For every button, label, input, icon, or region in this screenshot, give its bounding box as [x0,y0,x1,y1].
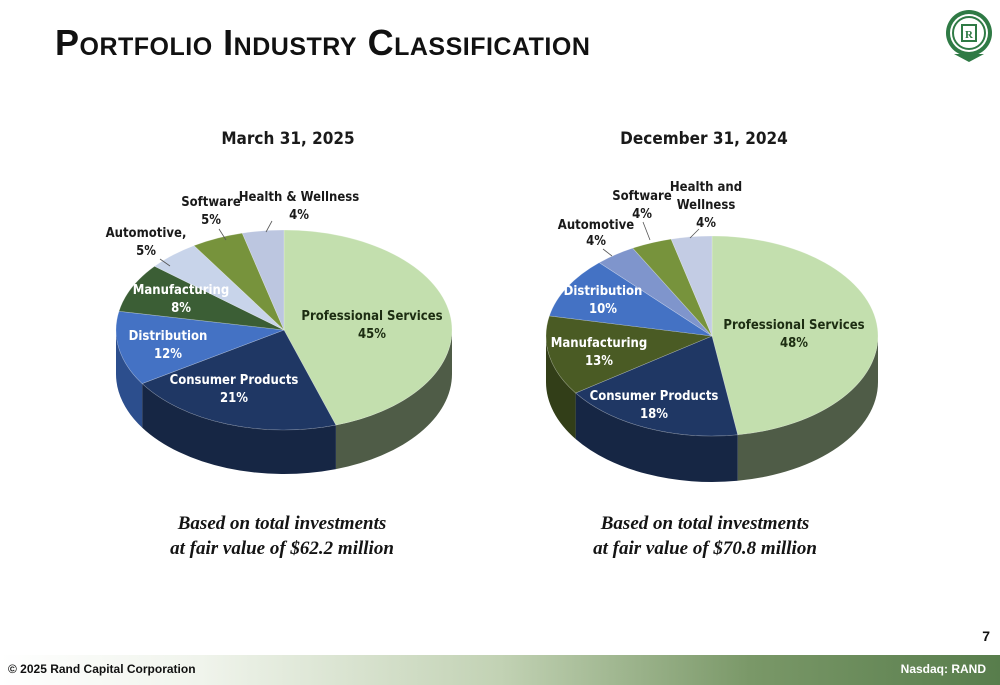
slice-percent: 8% [171,301,191,316]
pie-slice-consumer-products [141,329,337,431]
pie-side-consumer-products [142,383,336,474]
slice-label: Automotive [558,218,634,233]
pie-slice-software [632,238,713,337]
label-leader-line [159,258,171,267]
slice-label: Consumer Products [590,389,719,404]
pie-slice-professional-services [711,235,879,436]
pie-slice-professional-services [283,229,453,426]
slice-label: Wellness [677,198,736,213]
slice-percent: 4% [632,207,652,222]
caption-line-1: Based on total investments [600,513,810,534]
label-leader-line [642,221,651,241]
pie-side-distribution [116,330,143,428]
chart-title: December 31, 2024 [620,129,788,149]
pie-slice-manufacturing [545,315,714,394]
pie-slices [545,235,879,437]
slice-label: Software [181,195,241,210]
pie-side-professional-services [335,330,452,470]
slice-percent: 4% [586,234,606,249]
pie-slice-automotive [153,245,285,331]
slice-percent: 13% [585,354,613,369]
slice-percent: 18% [640,407,668,422]
slice-percent: 21% [220,391,248,406]
pie-slice-automotive [598,247,713,337]
copyright-text: © 2025 Rand Capital Corporation [8,662,196,676]
pie-side-walls [546,336,879,482]
caption-line-1: Based on total investments [177,513,387,534]
slice-label: Health & Wellness [239,190,359,205]
slice-label: Distribution [129,329,208,344]
caption-december-2024: Based on total investments at fair value… [535,511,875,561]
slice-label: Software [612,189,672,204]
slice-label: Automotive, [106,226,187,241]
pie-side-professional-services [737,336,879,481]
pie-chart-march-2025: March 31, 2025 Professional Services 45% Co… [106,129,453,474]
slice-percent: 5% [136,244,156,259]
slice-percent: 5% [201,213,221,228]
ticker-text: Nasdaq: RAND [900,662,986,676]
pie-slice-manufacturing [118,265,285,331]
slice-label: Consumer Products [170,373,299,388]
pie-chart-december-2024: December 31, 2024 Professional Services 48… [545,129,879,482]
footer-bar: © 2025 Rand Capital Corporation Nasdaq: … [0,655,1000,685]
pie-slice-distribution [548,262,713,337]
page-number: 7 [982,628,990,644]
label-leader-line [218,228,227,241]
company-logo: R [946,10,992,62]
slice-label: Professional Services [723,318,864,333]
caption-line-2: at fair value of $70.8 million [593,538,817,559]
pie-slice-health-wellness [241,229,285,331]
slice-percent: 45% [358,327,386,342]
pie-slice-consumer-products [575,335,739,437]
label-leader-line [265,220,273,233]
svg-text:R: R [965,29,974,41]
label-leader-line [602,248,613,257]
slice-label: Professional Services [301,309,442,324]
slice-percent: 10% [589,302,617,317]
pie-side-consumer-products [575,393,738,482]
slice-label: Distribution [564,284,643,299]
pie-slice-software [193,232,285,331]
pie-side-walls [116,330,452,474]
chart-title: March 31, 2025 [221,129,354,149]
pie-side-manufacturing [546,336,576,440]
caption-march-2025: Based on total investments at fair value… [112,511,452,561]
slice-label: Manufacturing [133,283,230,298]
pie-slice-distribution [115,310,285,384]
slice-percent: 12% [154,347,182,362]
slice-label: Manufacturing [551,336,648,351]
slice-label: Health and [670,180,742,195]
slice-percent: 48% [780,336,808,351]
slice-percent: 4% [289,208,309,223]
caption-line-2: at fair value of $62.2 million [170,538,394,559]
pie-slices [115,229,453,431]
pie-labels: Professional Services 48% Consumer Product… [551,180,865,422]
page-title: Portfolio Industry Classification [55,22,591,63]
slice-percent: 4% [696,216,716,231]
label-leader-line [689,228,700,239]
pie-labels: Professional Services 45% Consumer Product… [106,190,443,406]
